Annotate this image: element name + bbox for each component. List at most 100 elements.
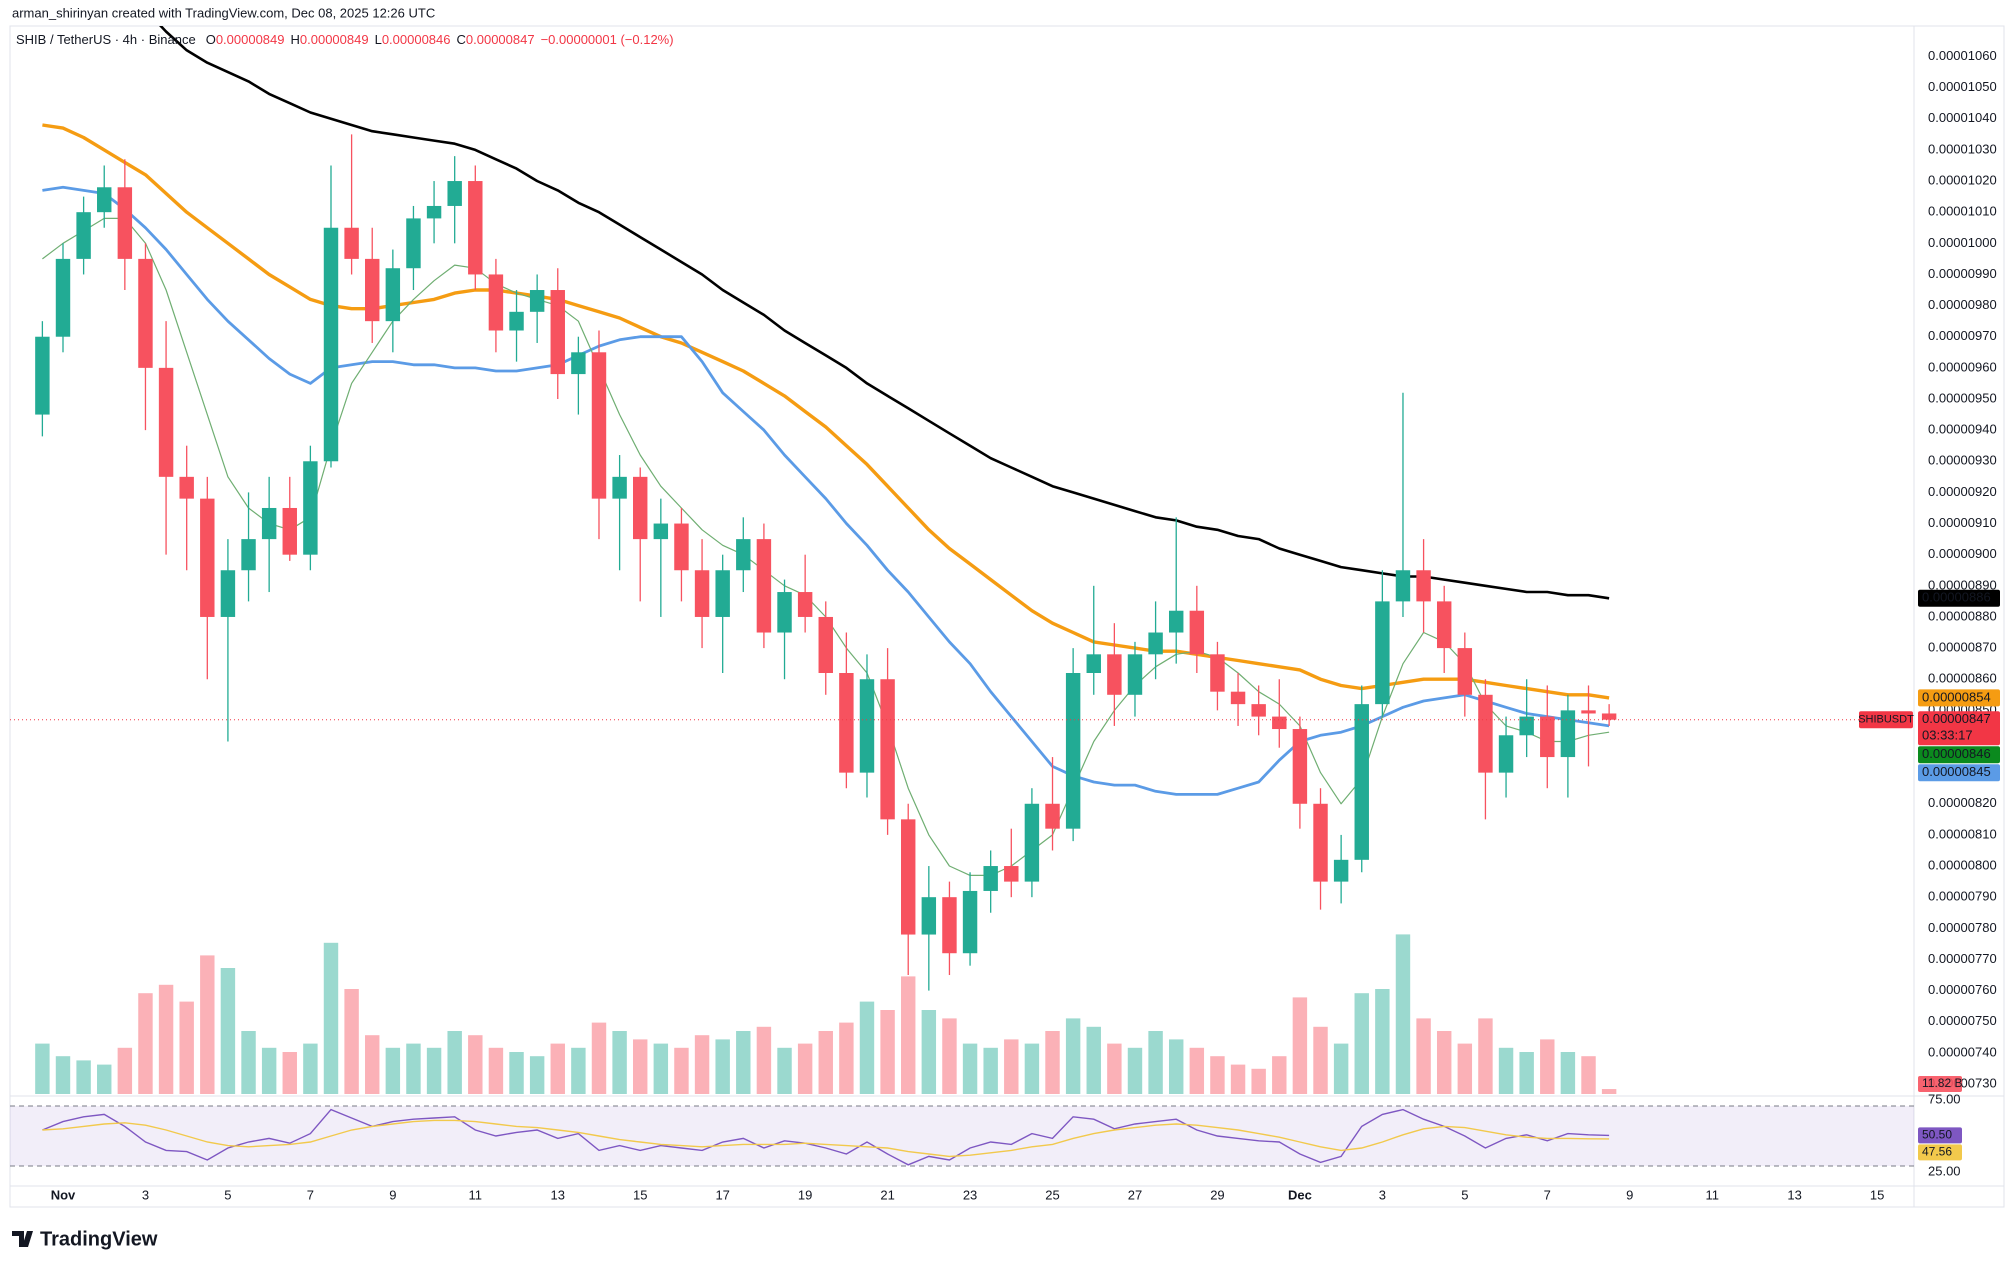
candle-body	[942, 897, 957, 954]
candle-body	[1457, 648, 1473, 695]
candle-body	[426, 205, 442, 219]
moving-average	[42, 185, 1610, 796]
candle-body	[261, 507, 277, 540]
ohlc-key: O	[206, 32, 216, 47]
volume-bar	[1416, 1018, 1431, 1094]
rsi-ma-line	[42, 1119, 1610, 1158]
frame	[9, 25, 2005, 1208]
x-tick-label: 11	[469, 1187, 483, 1202]
candle-body	[1107, 654, 1122, 695]
volume-bar	[962, 1043, 978, 1094]
rsi-band	[10, 1106, 1914, 1166]
y-tick-label: 0.00000740	[1928, 1044, 1997, 1059]
ohlc-value: 0.00000849	[300, 32, 369, 47]
volume-bar	[509, 1052, 524, 1094]
candle-body	[488, 274, 504, 331]
volume-bar	[859, 1001, 875, 1094]
x-tick-label: Dec	[1288, 1187, 1312, 1202]
candle-body	[550, 290, 565, 375]
countdown: 03:33:17	[1922, 728, 1973, 743]
volume-label: 11.82 B	[1922, 1076, 1962, 1090]
y-tick-label: 0.00000900	[1928, 546, 1997, 561]
candle-body	[1251, 704, 1266, 717]
rsi-label: 50.50	[1922, 1128, 1952, 1142]
y-tick-label: 0.00001040	[1928, 110, 1997, 125]
x-tick-label: 7	[1544, 1187, 1551, 1202]
x-tick-label: 15	[1870, 1187, 1884, 1202]
volume-bar	[797, 1043, 813, 1094]
volume-bar	[1065, 1018, 1081, 1094]
logo-text: TradingView	[40, 1228, 158, 1250]
y-tick-label: 0.00000760	[1928, 982, 1997, 997]
volume-bar	[1168, 1039, 1184, 1094]
candle-body	[797, 592, 813, 617]
y-tick-label: 0.00001010	[1928, 204, 1997, 219]
candle-body	[612, 476, 627, 499]
symbol-tag: SHIBUSDT	[1858, 714, 1914, 726]
candle-body	[653, 523, 669, 540]
x-tick-label: 13	[551, 1187, 565, 1202]
volume-bar	[35, 1043, 50, 1094]
candle-body	[1272, 716, 1287, 730]
y-tick-label: 0.00000990	[1928, 266, 1997, 281]
candle-body	[220, 570, 236, 617]
y-tick-label: 0.00001050	[1928, 79, 1997, 94]
candle-body	[1560, 710, 1576, 758]
logo: TradingView	[12, 1228, 158, 1250]
y-tick-label: 0.00000880	[1928, 608, 1997, 623]
candle-body	[55, 258, 71, 337]
x-tick-label: 17	[715, 1187, 729, 1202]
candle-body	[447, 181, 462, 206]
price-label-bg	[1918, 711, 2000, 746]
price-label-bg	[1918, 689, 2000, 707]
volume-bar	[736, 1031, 751, 1094]
volume-bar	[1395, 934, 1411, 1094]
candle-body	[406, 218, 421, 269]
volume-bar	[1272, 1056, 1287, 1094]
volume-bar	[653, 1043, 669, 1094]
x-tick-label: 29	[1210, 1187, 1224, 1202]
volume-bar	[158, 984, 174, 1094]
candle-body	[1519, 716, 1534, 736]
volume-bar	[138, 993, 153, 1094]
volume-bar	[1127, 1047, 1143, 1094]
volume-bar	[1333, 1043, 1349, 1094]
rsi-layer	[10, 1106, 1914, 1166]
ohlc-key: C	[457, 32, 466, 47]
candle-body	[1333, 859, 1349, 882]
volume-bar	[1292, 997, 1308, 1094]
candle-body	[1004, 866, 1019, 882]
volume-bar	[406, 1043, 421, 1094]
rsi-label-bg	[1918, 1127, 1962, 1144]
volume-bar	[983, 1047, 998, 1094]
y-tick-label: 0.00000920	[1928, 484, 1997, 499]
price-label: 0.00000886	[1922, 590, 1991, 605]
y-tick-label: 0.00000970	[1928, 328, 1997, 343]
candle-body	[633, 476, 648, 540]
volume-bar	[1498, 1047, 1514, 1094]
x-tick-label: Nov	[51, 1187, 76, 1202]
price-label-bg	[1918, 746, 2000, 764]
y-tick-label: 0.00000930	[1928, 453, 1997, 468]
rsi-line	[42, 1108, 1610, 1166]
candle-body	[468, 181, 483, 275]
volume-bar	[1251, 1068, 1266, 1094]
volume-bar	[179, 1001, 194, 1094]
volume-bar	[880, 1010, 895, 1094]
x-tick-label: 5	[1461, 1187, 1468, 1202]
moving-average	[159, 26, 1610, 600]
candle-body	[694, 570, 710, 617]
volume-bar	[1478, 1018, 1493, 1094]
rsi-ma-label: 47.56	[1922, 1145, 1952, 1159]
y-tick-label: 0.00000800	[1928, 857, 1997, 872]
y-tick-label: 0.00000980	[1928, 297, 1997, 312]
candle-body	[591, 352, 607, 499]
candle-body	[736, 539, 751, 571]
x-tick-label: 9	[389, 1187, 396, 1202]
y-tick-label: 0.00000870	[1928, 640, 1997, 655]
x-tick-label: 3	[1379, 1187, 1386, 1202]
volume-bar	[55, 1056, 71, 1094]
candle-body	[117, 187, 133, 259]
y-tick-label: 0.00000820	[1928, 795, 1997, 810]
candle-body	[1375, 601, 1390, 705]
